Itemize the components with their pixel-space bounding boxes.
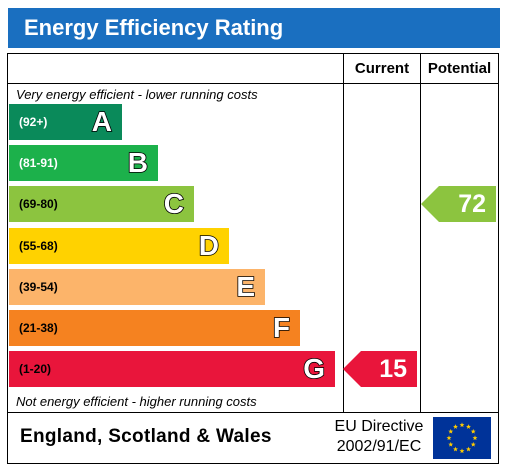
band-letter-label: F xyxy=(272,311,291,344)
eu-star-icon xyxy=(459,448,465,454)
band-range-label: (21-38) xyxy=(19,321,58,335)
header-divider xyxy=(8,83,498,84)
current-rating-arrow: 15 xyxy=(343,351,417,388)
title-bar: Energy Efficiency Rating xyxy=(8,8,500,48)
eu-star-icon xyxy=(472,435,478,441)
eu-star-icon xyxy=(448,428,454,434)
band-range-label: (1-20) xyxy=(19,362,52,377)
band-f: (21-38) F xyxy=(9,310,300,346)
band-range-label: (92+) xyxy=(19,115,48,129)
eu-star-icon xyxy=(453,424,458,429)
eu-flag-icon xyxy=(433,417,491,459)
page-title: Energy Efficiency Rating xyxy=(24,15,284,40)
band-letter-label: D xyxy=(198,229,220,262)
eu-stars-icon xyxy=(446,422,478,454)
band-letter-label: C xyxy=(163,188,185,221)
band-d: (55-68) D xyxy=(9,227,229,264)
eu-star-icon xyxy=(448,441,454,447)
band-letter-label: B xyxy=(127,146,149,179)
inefficient-note: Not energy efficient - higher running co… xyxy=(16,394,257,409)
country-label: England, Scotland & Wales xyxy=(20,426,272,447)
potential-rating-value: 72 xyxy=(458,190,486,219)
eu-directive: EU Directive 2002/91/EC xyxy=(330,417,428,457)
eu-star-icon xyxy=(466,446,471,452)
potential-arrow-shape xyxy=(421,186,496,223)
directive-line-1: EU Directive xyxy=(334,418,424,435)
potential-column-header: Potential xyxy=(427,60,492,77)
rating-chart: Current Potential Very energy efficient … xyxy=(7,53,499,413)
eu-star-icon xyxy=(470,441,476,447)
band-e: (39-54) E xyxy=(9,268,265,305)
current-column-header: Current xyxy=(354,60,410,77)
eu-star-icon xyxy=(470,428,476,434)
footer: England, Scotland & Wales EU Directive 2… xyxy=(7,413,499,464)
eu-star-icon xyxy=(459,422,465,428)
band-range-label: (69-80) xyxy=(19,197,58,212)
eu-star-icon xyxy=(453,446,458,452)
band-a: (92+) A xyxy=(9,104,122,140)
band-range-label: (55-68) xyxy=(19,238,58,253)
eu-star-icon xyxy=(466,424,471,429)
band-letter-label: G xyxy=(302,352,325,385)
column-divider-current xyxy=(343,54,344,412)
band-range-label: (81-91) xyxy=(19,156,58,171)
current-arrow-shape xyxy=(343,351,417,388)
band-g: (1-20) G xyxy=(9,351,335,388)
band-c: (69-80) C xyxy=(9,186,194,223)
efficient-note: Very energy efficient - lower running co… xyxy=(16,87,258,102)
current-rating-value: 15 xyxy=(379,355,407,384)
band-b: (81-91) B xyxy=(9,145,158,182)
directive-line-2: 2002/91/EC xyxy=(336,438,422,455)
band-range-label: (39-54) xyxy=(19,279,58,294)
eu-star-icon xyxy=(446,435,452,441)
potential-rating-arrow: 72 xyxy=(421,186,496,223)
column-divider-potential xyxy=(420,54,421,412)
band-letter-label: A xyxy=(91,105,113,138)
band-letter-label: E xyxy=(236,270,256,303)
